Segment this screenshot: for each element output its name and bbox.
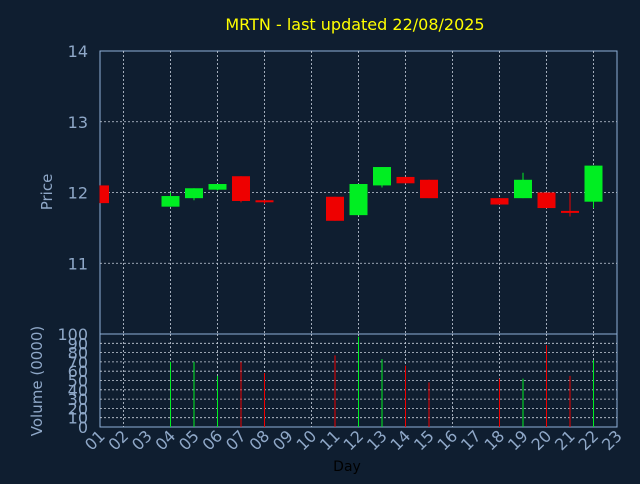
volume-tick-label: 70	[68, 353, 88, 372]
candle-body	[208, 184, 227, 190]
candle-body	[373, 167, 391, 186]
candle-body	[349, 184, 368, 216]
candle-body	[584, 165, 603, 202]
x-axis-label: Day	[333, 459, 361, 475]
volume-tick-label: 0	[78, 418, 88, 437]
volume-tick-label: 20	[68, 399, 88, 418]
candle-body	[326, 196, 344, 221]
price-tick-label: 14	[68, 42, 88, 61]
volume-tick-label: 10	[68, 409, 88, 428]
candle-body	[537, 192, 556, 209]
x-tick-label: 23	[598, 426, 626, 454]
candle-body	[255, 200, 274, 203]
candle-body	[232, 176, 250, 201]
volume-tick-label: 90	[68, 334, 88, 353]
volume-tick-label: 40	[68, 381, 88, 400]
candle-body	[185, 188, 203, 199]
volume-tick-label: 30	[68, 390, 88, 409]
volume-tick-label: 80	[68, 344, 88, 363]
candle-body	[420, 179, 438, 199]
volume-axis-label: Volume (0000)	[28, 326, 46, 436]
price-tick-label: 11	[68, 254, 88, 273]
volume-tick-label: 50	[68, 372, 88, 391]
price-axis-label: Price	[38, 174, 56, 211]
candle-body	[490, 198, 509, 205]
candle-body	[161, 196, 180, 207]
chart-title: MRTN - last updated 22/08/2025	[225, 15, 484, 34]
candle-body	[561, 210, 579, 213]
price-tick-label: 12	[68, 184, 88, 203]
volume-tick-label: 60	[68, 362, 88, 381]
volume-tick-label: 100	[57, 325, 88, 344]
price-tick-label: 13	[68, 113, 88, 132]
candle-body	[100, 185, 109, 204]
candle-body	[396, 176, 415, 184]
candle-body	[514, 179, 532, 199]
